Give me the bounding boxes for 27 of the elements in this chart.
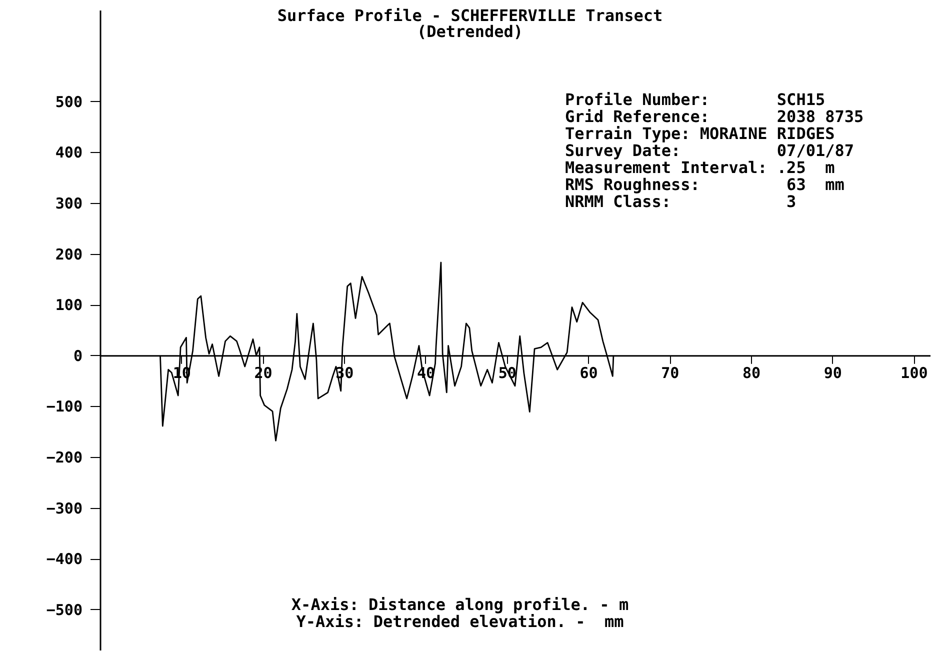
annotation: Terrain Type: MORAINE RIDGES <box>565 124 835 143</box>
y-tick-label: −400 <box>46 550 82 568</box>
x-tick-label: 60 <box>580 364 598 382</box>
x-tick-label: 80 <box>742 364 761 382</box>
x-tick-label: 90 <box>824 364 842 382</box>
annotation: Profile Number: SCH15 <box>565 90 826 109</box>
x-tick-label: 100 <box>900 364 928 382</box>
annotation: Grid Reference: 2038 8735 <box>565 107 864 126</box>
y-axis-title: Y-Axis: Detrended elevation. - mm <box>296 612 624 631</box>
y-tick-label: −300 <box>46 499 82 518</box>
y-tick-label: 0 <box>73 346 82 365</box>
chart-title: Surface Profile - SCHEFFERVILLE Transect <box>277 6 663 25</box>
y-tick-label: 100 <box>55 296 82 314</box>
x-axis-title: X-Axis: Distance along profile. - m <box>291 595 629 614</box>
annotation: NRMM Class: 3 <box>565 192 796 211</box>
y-tick-label: 200 <box>55 245 82 264</box>
annotation: Survey Date: 07/01/87 <box>565 141 854 160</box>
y-tick-label: 500 <box>55 92 82 111</box>
x-tick-label: 70 <box>661 364 680 382</box>
y-tick-label: −100 <box>46 398 82 416</box>
annotation: RMS Roughness: 63 mm <box>565 175 845 194</box>
y-tick-label: 400 <box>55 144 82 162</box>
y-tick-label: 300 <box>55 194 82 213</box>
text: (Detrended) <box>417 22 523 41</box>
annotation: Measurement Interval: .25 m <box>565 158 836 177</box>
y-tick-label: −200 <box>46 448 82 466</box>
y-tick-label: −500 <box>46 600 82 619</box>
